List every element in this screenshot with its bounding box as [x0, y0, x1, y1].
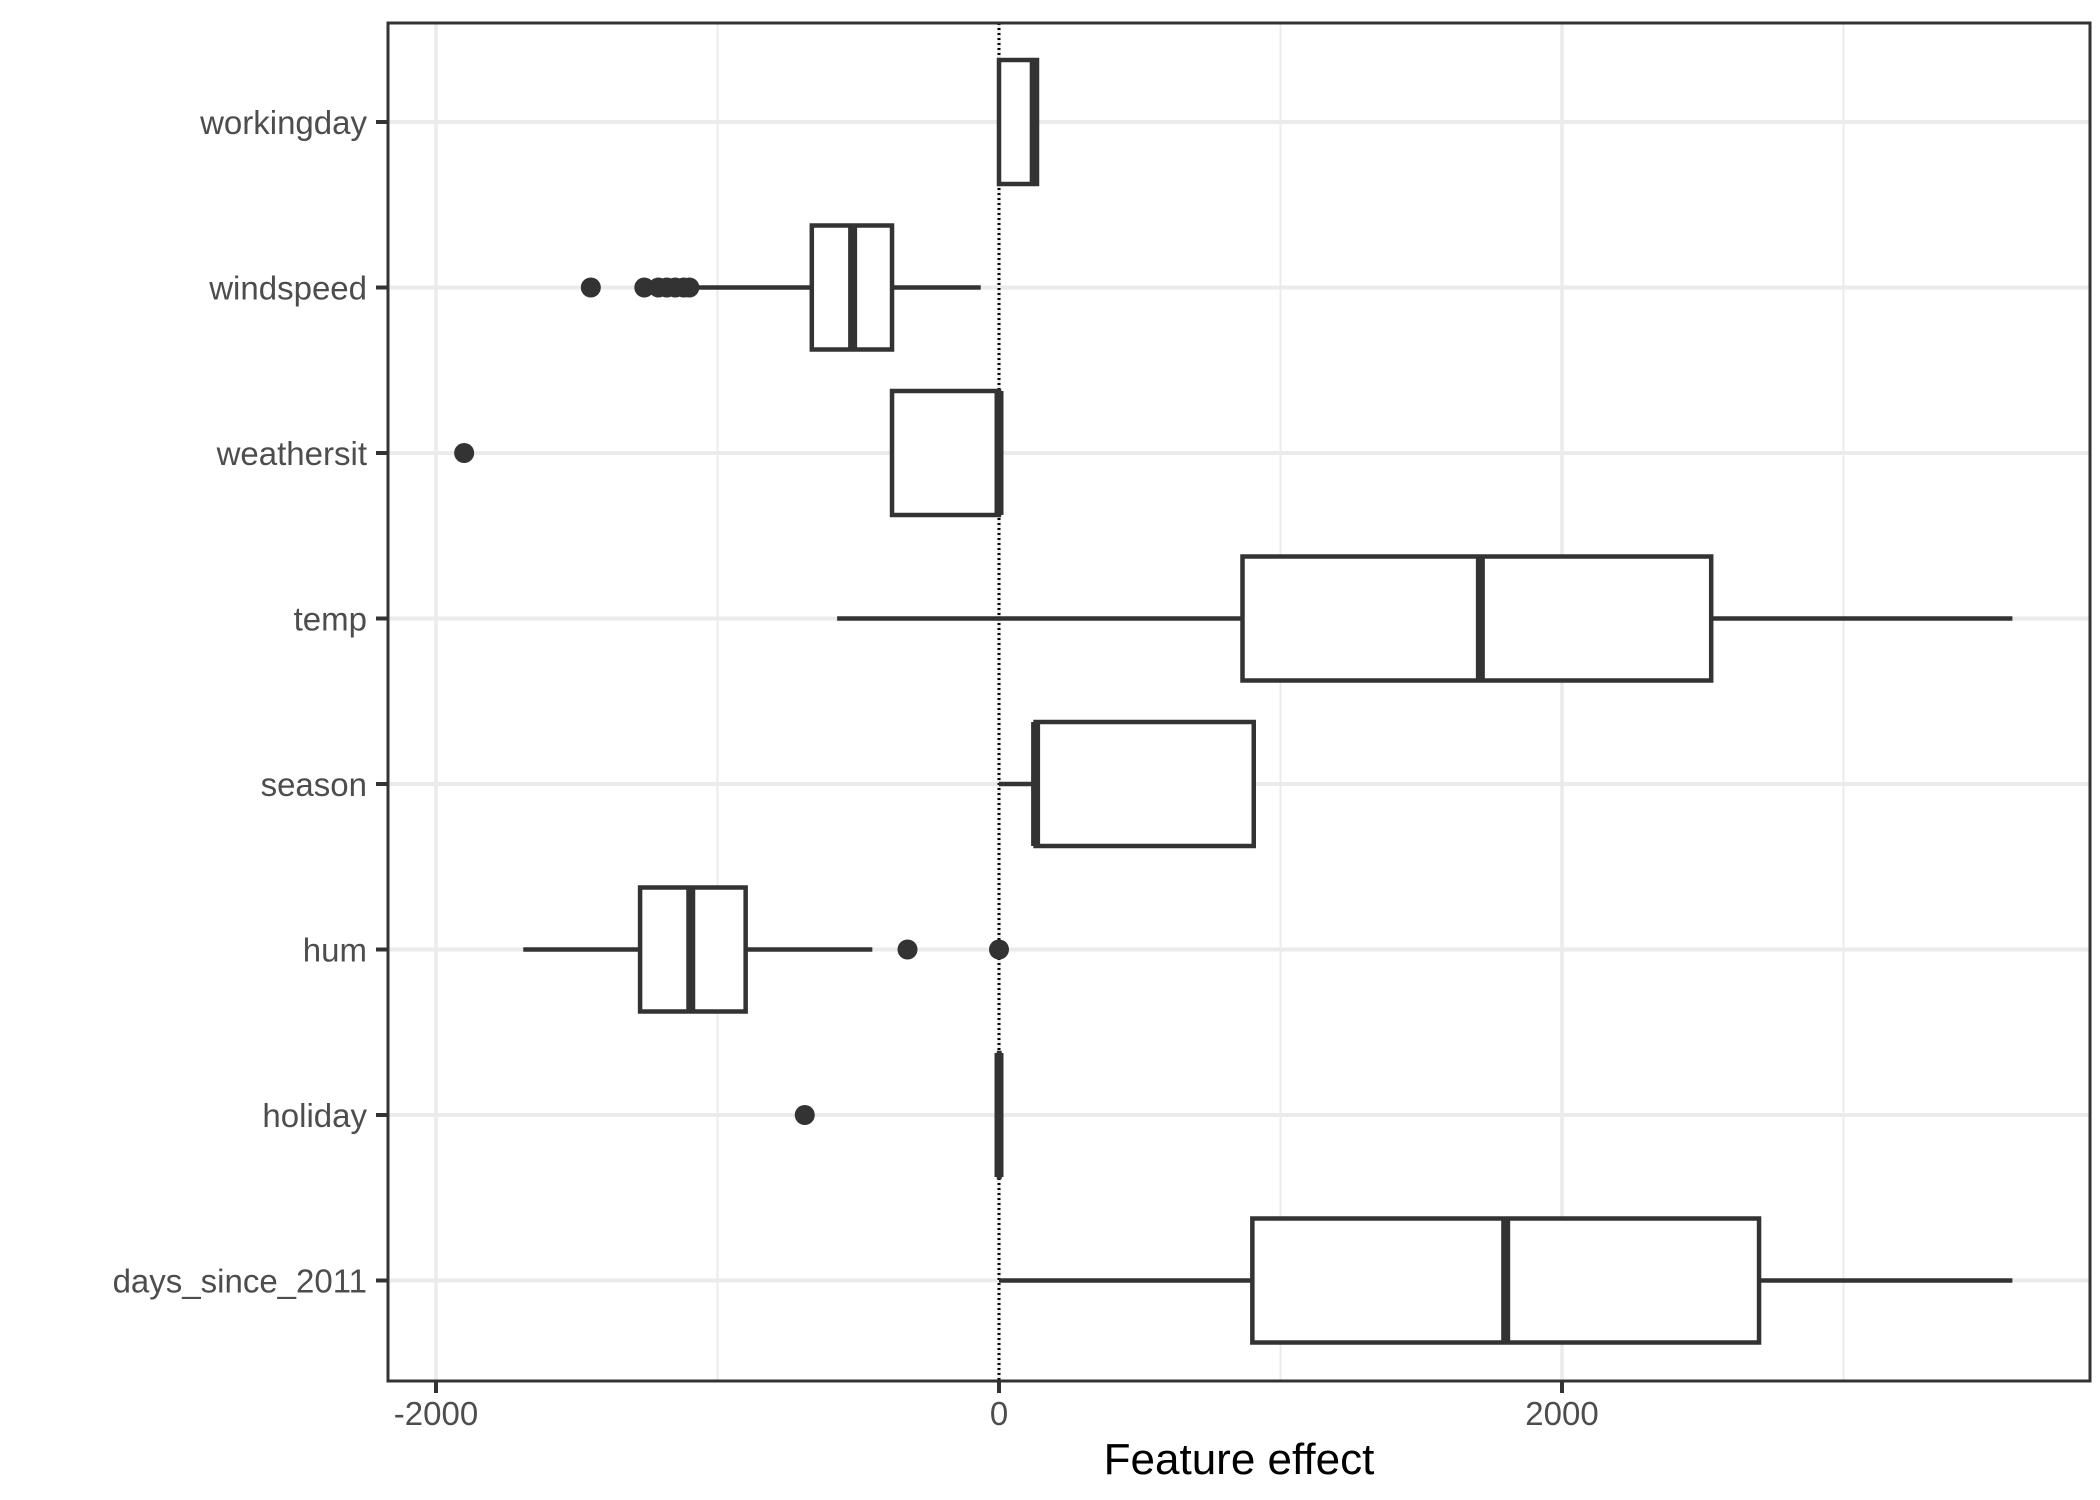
box-workingday	[996, 57, 1040, 187]
y-tick-label: hum	[303, 932, 367, 969]
box-holiday	[794, 1050, 1004, 1180]
outlier-point	[794, 1105, 815, 1125]
x-axis-title: Feature effect	[1104, 1435, 1375, 1484]
x-tick-label: -2000	[394, 1395, 478, 1432]
axes: workingday windspeed weathersit temp season h…	[113, 104, 1599, 1432]
outlier-point	[679, 277, 700, 298]
outlier-point	[634, 277, 655, 298]
x-tick-label: 0	[990, 1395, 1008, 1432]
y-tick-label: holiday	[262, 1097, 367, 1134]
box-temp	[837, 554, 2013, 683]
x-tick-label: 2000	[1525, 1395, 1598, 1432]
y-tick-label: workingday	[199, 104, 367, 141]
iqr-box	[1033, 719, 1257, 849]
y-tick-label: days_since_2011	[113, 1263, 367, 1300]
outlier-point	[580, 277, 601, 298]
y-tick-label: weathersit	[216, 435, 367, 472]
box-season	[999, 719, 1257, 849]
box-windspeed	[580, 223, 981, 352]
outlier-point	[897, 939, 918, 960]
y-tick-label: windspeed	[208, 270, 367, 307]
box-days_since_2011	[999, 1216, 2013, 1345]
y-tick-label: temp	[294, 601, 367, 638]
iqr-box	[889, 388, 1002, 518]
outlier-point	[454, 443, 475, 463]
panel-border	[386, 21, 2092, 1383]
box-hum	[523, 885, 1009, 1014]
boxes	[454, 57, 2013, 1345]
box-weathersit	[454, 388, 1004, 518]
outlier-point	[989, 939, 1009, 960]
y-tick-label: season	[261, 766, 367, 803]
